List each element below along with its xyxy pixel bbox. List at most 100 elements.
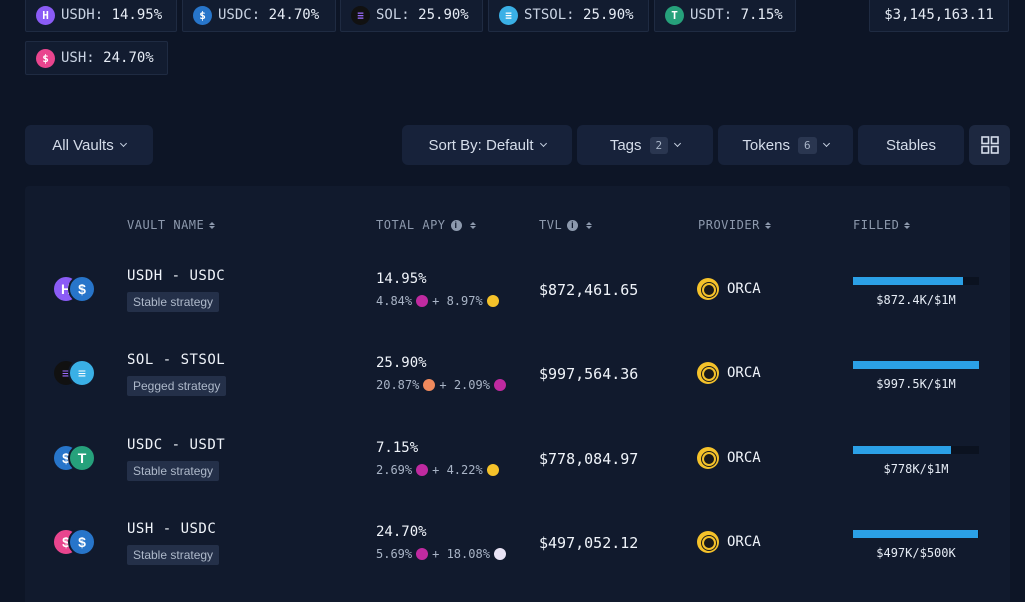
all-vaults-dropdown[interactable]: All Vaults: [25, 125, 153, 165]
sort-icon: [764, 221, 771, 229]
tvl-value: $997,564.36: [539, 365, 639, 383]
column-header-vault-name[interactable]: VAULT NAME: [127, 218, 216, 232]
tokens-dropdown[interactable]: Tokens 6: [718, 125, 853, 165]
token-percent: 24.70%: [103, 50, 154, 66]
reward-token-icon: [486, 464, 499, 476]
apy-component-a: 4.84%: [376, 294, 413, 308]
sort-by-dropdown[interactable]: Sort By: Default: [402, 125, 572, 165]
token-b-icon: T: [68, 444, 96, 472]
provider-name: ORCA: [727, 281, 761, 297]
provider: ORCA: [697, 278, 761, 300]
vault-pair-icons: $ $: [52, 528, 98, 558]
token-percent: 25.90%: [583, 7, 634, 23]
ush-icon: $: [36, 48, 55, 68]
apy-breakdown: 5.69% + 18.08%: [376, 547, 510, 561]
grid-view-button[interactable]: [969, 125, 1010, 165]
filled-progress-bar: [853, 530, 979, 538]
column-header-label: VAULT NAME: [127, 218, 205, 232]
tags-dropdown[interactable]: Tags 2: [577, 125, 713, 165]
tvl-value: $497,052.12: [539, 534, 639, 552]
chevron-down-icon: [674, 139, 682, 147]
strategy-badge: Stable strategy: [127, 545, 220, 565]
orca-icon: [697, 278, 719, 300]
total-apy: 7.15%: [376, 440, 419, 456]
token-percent: 14.95%: [111, 7, 163, 23]
usdc-icon: $: [193, 5, 212, 25]
usdh-icon: H: [36, 5, 55, 25]
chevron-down-icon: [822, 139, 830, 147]
column-header-filled[interactable]: FILLED: [853, 218, 911, 232]
provider-name: ORCA: [727, 534, 761, 550]
filled-progress-fill: [853, 361, 979, 369]
apy-component-b: 18.08%: [446, 547, 490, 561]
info-icon[interactable]: i: [450, 219, 462, 231]
token-percent: 7.15%: [740, 7, 783, 23]
column-header-label: TOTAL APY: [376, 218, 446, 232]
apy-component-a: 20.87%: [376, 378, 420, 392]
token-percent: 25.90%: [418, 7, 469, 23]
provider: ORCA: [697, 531, 761, 553]
stsol-icon: ≡: [499, 5, 518, 25]
filled-progress-bar: [853, 361, 979, 369]
filled-progress-fill: [853, 530, 979, 538]
filled-label: $778K/$1M: [883, 462, 949, 476]
token-percent: 24.70%: [268, 7, 320, 23]
filled-progress-fill: [853, 446, 952, 454]
token-symbol: USDT: [690, 7, 724, 23]
usdt-icon: T: [665, 5, 684, 25]
total-value-chip: $3,145,163.11: [869, 0, 1009, 32]
provider-name: ORCA: [727, 450, 761, 466]
token-chip-sol: ≡ SOL: 25.90%: [340, 0, 483, 32]
orca-icon: [697, 447, 719, 469]
token-b-icon: $: [68, 275, 96, 303]
table-row[interactable]: $ T USDC - USDT Stable strategy 7.15% 2.…: [25, 417, 1010, 501]
orca-icon: [697, 531, 719, 553]
provider: ORCA: [697, 362, 761, 384]
vault-name: USDH - USDC: [127, 268, 226, 284]
token-symbol: SOL: [376, 7, 402, 23]
strategy-badge: Pegged strategy: [127, 376, 227, 396]
table-row[interactable]: ≡ ≡ SOL - STSOL Pegged strategy 25.90% 2…: [25, 332, 1010, 416]
filled-progress-bar: [853, 277, 979, 285]
token-symbol: STSOL: [524, 7, 567, 23]
reward-token-icon: [493, 548, 506, 560]
apy-component-a: 2.69%: [376, 463, 413, 477]
apy-component-b: 8.97%: [446, 294, 483, 308]
sort-icon: [904, 221, 911, 229]
tvl-value: $872,461.65: [539, 281, 639, 299]
column-header-total-apy[interactable]: TOTAL APY i: [376, 218, 476, 232]
vault-pair-icons: H $: [52, 275, 98, 305]
filled-label: $997.5K/$1M: [876, 377, 956, 391]
token-symbol: USH: [61, 50, 87, 66]
table-row[interactable]: $ $ USH - USDC Stable strategy 24.70% 5.…: [25, 501, 1010, 585]
filled-label: $497K/$500K: [876, 546, 956, 560]
tokens-label: Tokens: [742, 136, 790, 154]
vault-name: SOL - STSOL: [127, 352, 226, 368]
sort-icon: [586, 221, 593, 229]
filled-label: $872.4K/$1M: [876, 293, 956, 307]
chevron-down-icon: [539, 139, 547, 147]
token-b-icon: $: [68, 528, 96, 556]
apy-component-b: 4.22%: [446, 463, 483, 477]
all-vaults-label: All Vaults: [52, 136, 114, 154]
provider: ORCA: [697, 447, 761, 469]
column-header-tvl[interactable]: TVL i: [539, 218, 593, 232]
apy-breakdown: 4.84% + 8.97%: [376, 294, 503, 308]
vault-pair-icons: $ T: [52, 444, 98, 474]
stables-button[interactable]: Stables: [858, 125, 964, 165]
token-symbol: USDH: [61, 7, 95, 23]
reward-token-icon: [493, 379, 506, 391]
token-b-icon: ≡: [68, 359, 96, 387]
apy-component-a: 5.69%: [376, 547, 413, 561]
apy-component-b: 2.09%: [453, 378, 490, 392]
vault-name: USH - USDC: [127, 521, 217, 537]
info-icon[interactable]: i: [567, 219, 579, 231]
column-header-label: PROVIDER: [698, 218, 760, 232]
filled-progress-bar: [853, 446, 979, 454]
tokens-count-badge: 6: [797, 136, 817, 154]
table-row[interactable]: H $ USDH - USDC Stable strategy 14.95% 4…: [25, 248, 1010, 332]
strategy-badge: Stable strategy: [127, 461, 220, 481]
sol-icon: ≡: [351, 5, 370, 25]
column-header-provider[interactable]: PROVIDER: [698, 218, 771, 232]
sort-by-label: Sort By: Default: [428, 136, 534, 154]
